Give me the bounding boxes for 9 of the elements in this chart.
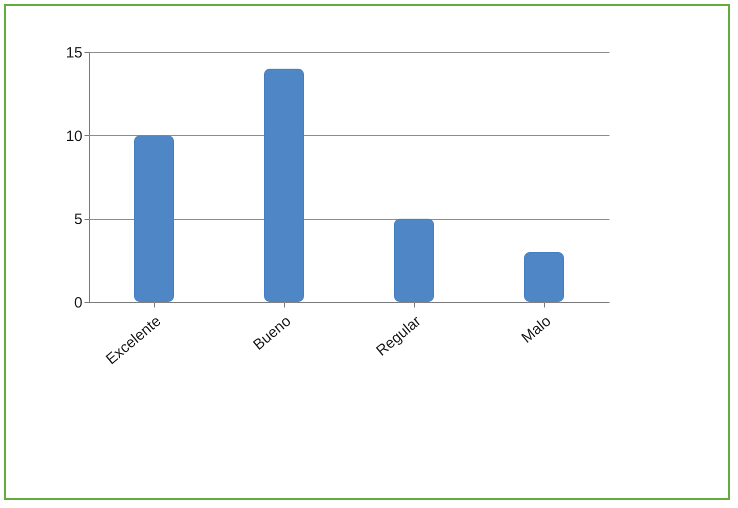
- bar: [264, 68, 304, 302]
- y-tick-label: 0: [74, 294, 82, 312]
- bar: [394, 218, 434, 302]
- y-tick-label: 15: [66, 44, 82, 62]
- bar: [524, 252, 564, 302]
- x-tick-label: Malo: [518, 312, 554, 347]
- y-tick-label: 10: [66, 128, 82, 145]
- y-tick-label: 5: [74, 211, 82, 228]
- bar: [134, 135, 174, 302]
